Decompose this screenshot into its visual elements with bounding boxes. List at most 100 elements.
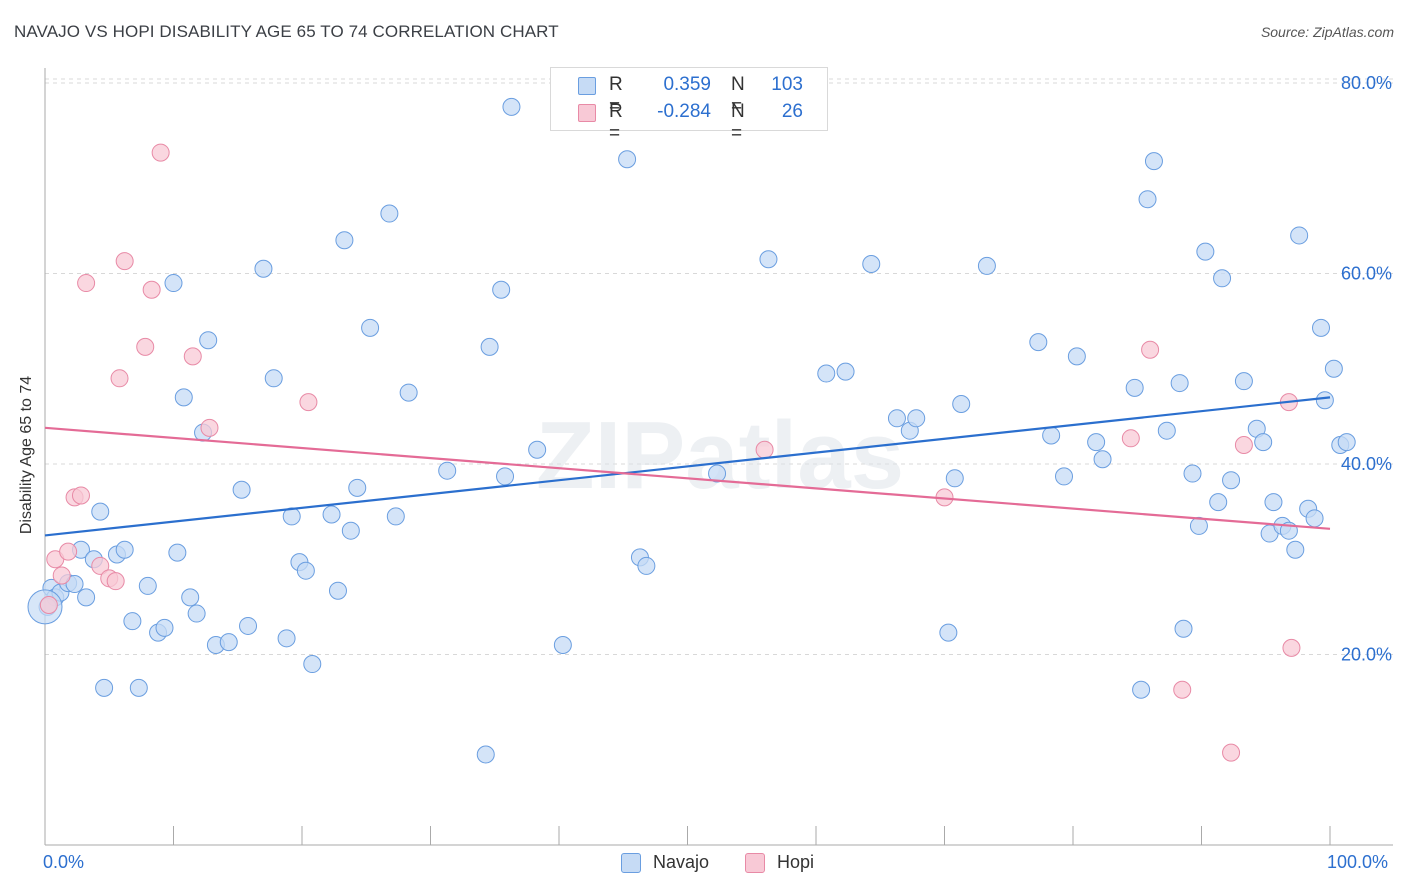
navajo-point	[1264, 493, 1283, 512]
hopi-point	[1234, 435, 1253, 454]
chart-title: NAVAJO VS HOPI DISABILITY AGE 65 TO 74 C…	[14, 22, 559, 41]
hopi-point	[1282, 638, 1301, 657]
navajo-point	[1286, 540, 1305, 559]
hopi-point	[115, 252, 134, 271]
navajo-r-label: R =	[609, 74, 623, 117]
navajo-point	[322, 505, 341, 524]
navajo-point	[528, 440, 547, 459]
navajo-point	[945, 469, 964, 488]
trend-layer	[44, 396, 1331, 537]
navajo-point	[254, 259, 273, 278]
navajo-point	[264, 369, 283, 388]
navajo-point	[1174, 619, 1193, 638]
navajo-point	[618, 150, 637, 169]
navajo-point	[232, 480, 251, 499]
hopi-point	[71, 486, 90, 505]
legend-hopi-label: Hopi	[777, 852, 815, 872]
y-tick-label: 40.0%	[1341, 454, 1392, 474]
navajo-point	[138, 576, 157, 595]
navajo-point	[907, 409, 926, 428]
grid-layer	[45, 78, 1393, 656]
navajo-point	[386, 507, 405, 526]
navajo-point	[95, 678, 114, 697]
navajo-n-label: N =	[731, 74, 745, 117]
navajo-point	[1183, 464, 1202, 483]
hopi-r-label: R =	[609, 101, 623, 144]
navajo-point	[708, 464, 727, 483]
hopi-swatch	[578, 104, 596, 122]
navajo-point	[476, 745, 495, 764]
navajo-point	[1290, 226, 1309, 245]
hopi-point	[1141, 340, 1160, 359]
navajo-point	[1234, 372, 1253, 391]
navajo-point	[1125, 378, 1144, 397]
navajo-point	[164, 274, 183, 293]
navajo-point	[115, 540, 134, 559]
hopi-point	[183, 347, 202, 366]
navajo-point	[1305, 509, 1324, 528]
navajo-point	[174, 388, 193, 407]
hopi-n-value: 26	[781, 101, 803, 122]
navajo-point	[1209, 493, 1228, 512]
hopi-point	[110, 369, 129, 388]
navajo-point	[480, 337, 499, 356]
navajo-point	[187, 604, 206, 623]
navajo-point	[361, 318, 380, 337]
navajo-point	[219, 633, 238, 652]
navajo-point	[199, 331, 218, 350]
legend-hopi-swatch	[745, 853, 765, 873]
navajo-point	[296, 561, 315, 580]
navajo-point	[129, 678, 148, 697]
navajo-point	[1196, 242, 1215, 261]
hopi-point	[1173, 680, 1192, 699]
navajo-point	[380, 204, 399, 223]
hopi-point	[1222, 743, 1241, 762]
navajo-point	[168, 543, 187, 562]
navajo-point	[1093, 450, 1112, 469]
navajo-point	[335, 231, 354, 250]
navajo-point	[1087, 433, 1106, 452]
legend-navajo-swatch	[621, 853, 641, 873]
navajo-point	[637, 556, 656, 575]
hopi-point	[1121, 429, 1140, 448]
navajo-point	[239, 616, 258, 635]
navajo-point	[492, 280, 511, 299]
navajo-point	[1067, 347, 1086, 366]
navajo-point	[1315, 391, 1334, 410]
hopi-point	[151, 143, 170, 162]
navajo-point	[123, 612, 142, 631]
navajo-trend-line	[44, 396, 1331, 537]
navajo-point	[1312, 318, 1331, 337]
hopi-point	[142, 280, 161, 299]
hopi-n-label: N =	[731, 101, 745, 144]
navajo-point	[1144, 152, 1163, 171]
y-tick-label: 60.0%	[1341, 264, 1392, 284]
hopi-points	[39, 143, 1301, 762]
navajo-point	[438, 461, 457, 480]
legend-navajo-label: Navajo	[653, 852, 710, 872]
watermark: ZIPatlas	[536, 402, 904, 509]
hopi-point	[91, 556, 110, 575]
hopi-point	[200, 418, 219, 437]
navajo-point	[65, 575, 84, 594]
navajo-point	[277, 629, 296, 648]
hopi-point	[59, 542, 78, 561]
navajo-point	[77, 588, 96, 607]
navajo-point	[1213, 269, 1232, 288]
stats-box: R = 0.359 N = 103 R = -0.284 N = 26	[550, 67, 828, 144]
navajo-point	[348, 478, 367, 497]
navajo-point	[1042, 426, 1061, 445]
navajo-point	[1337, 433, 1356, 452]
navajo-point	[181, 588, 200, 607]
navajo-point	[1132, 680, 1151, 699]
navajo-point	[328, 581, 347, 600]
navajo-point	[836, 362, 855, 381]
hopi-point	[136, 337, 155, 356]
hopi-point	[77, 274, 96, 293]
navajo-point	[1029, 333, 1048, 352]
hopi-point	[755, 440, 774, 459]
axis-layer	[44, 68, 1393, 846]
hopi-point	[106, 572, 125, 591]
navajo-point	[1170, 374, 1189, 393]
